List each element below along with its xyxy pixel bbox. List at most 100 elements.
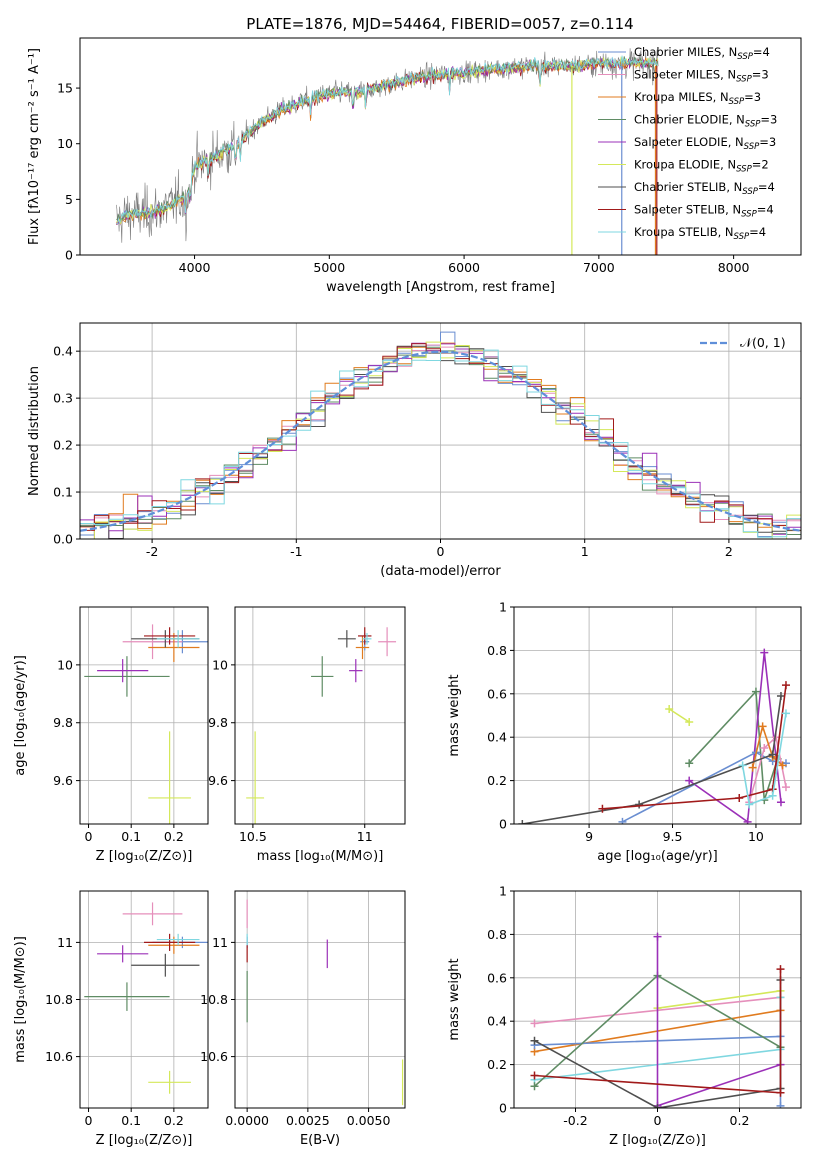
y-tick-label: 10.8 [200,992,228,1007]
marks-mass-vs-z [84,902,208,1094]
data-point [144,933,196,951]
data-point [148,731,191,824]
legend-count: =3 [759,135,776,149]
x-tick-label: 0.2 [164,829,184,844]
data-point [131,953,200,977]
x-axis-label: age [log₁₀(age/yr)] [597,849,718,864]
legend-entry: Salpeter ELODIE, NSSP=3 [634,135,776,152]
x-tick-label: 0.1 [121,1113,141,1128]
marks-mass-vs-ebv [246,899,404,1106]
y-tick-label: 0.3 [53,391,73,406]
y-tick-label: 0.8 [487,927,507,942]
legend-label: Chabrier MILES, N [634,45,737,59]
plus-marker [781,681,790,690]
y-tick-label: 10 [57,657,73,672]
marks-spectrum [116,48,659,255]
legend-entry: Chabrier MILES, NSSP=4 [634,45,770,62]
legend-count: =3 [760,113,777,127]
legend-label: Salpeter ELODIE, N [634,135,744,149]
y-tick-label: 0.4 [53,344,73,359]
plus-marker [653,932,662,941]
legend-entry: Kroupa MILES, NSSP=3 [634,90,761,107]
x-tick-label: 0 [85,1113,93,1128]
legend-subscript: SSP [742,187,758,197]
y-tick-label: 0.0 [53,532,73,547]
plus-marker [530,1019,539,1028]
panel-age-vs-mass: 10.5 11 9.6 9.8 10 mass [log₁₀(M/M⊙)] [208,606,406,864]
model-spectrum-kroupa-stelib [116,55,658,225]
data-point [84,982,170,1011]
plus-marker [748,763,757,772]
legend-count: =3 [744,90,761,104]
data-point [362,633,372,645]
legend-subscript: SSP [736,75,752,85]
x-tick-label: 0.0050 [347,1113,391,1128]
x-tick-label: 4000 [179,260,211,275]
x-tick-label: 10.5 [239,829,267,844]
y-axis-label: mass weight [447,674,462,756]
plus-marker [735,793,744,802]
x-tick-label: 0.0025 [286,1113,330,1128]
axes-frame [79,606,209,825]
legend-entry: Salpeter STELIB, NSSP=4 [634,203,774,220]
y-tick-label: 0.1 [53,485,73,500]
y-tick-label: 15 [57,81,73,96]
data-point [122,902,183,926]
legend-count: =4 [758,180,775,194]
panel-age-vs-z: 0 0.1 0.2 9.6 9.8 10 Z [log₁₀(Z/Z⊙)] age [log₁₀… [13,606,209,864]
x-tick-label: 7000 [583,260,615,275]
x-tick-label: 9 [585,829,593,844]
y-tick-label: 9.6 [208,773,228,788]
data-point [84,656,170,697]
x-tick-label: 0.0000 [225,1113,269,1128]
plus-marker [781,709,790,718]
data-point [97,659,149,683]
data-point [337,630,356,648]
data-point [349,659,363,683]
data-point [148,633,200,662]
weight-line-salpeter-elodie [688,652,782,824]
plus-marker [781,783,790,792]
plus-marker [768,750,777,759]
data-point [246,731,265,824]
weight-line-kroupa-elodie [668,708,690,723]
x-axis-label: E(B-V) [300,1133,340,1148]
panel-weight-vs-age: 9 9.5 10 0 0.2 0.4 0.6 0.8 1 age [log₁₀(age/yr)] m… [447,600,802,864]
x-axis-label: (data-model)/error [380,564,501,579]
plus-marker [778,761,787,770]
y-axis-label: Flux [fλ10⁻¹⁷ erg cm⁻² s⁻¹ A⁻¹] [27,48,42,245]
legend-entry: Kroupa STELIB, NSSP=4 [634,225,766,242]
x-tick-label: 0 [654,1113,662,1128]
y-axis-label: mass weight [447,958,462,1040]
y-tick-label: 0.2 [487,773,507,788]
legend-entry: Salpeter MILES, NSSP=3 [634,68,769,85]
weight-line-chabrier-stelib [522,695,782,824]
y-tick-label: 9.6 [53,773,73,788]
legend-subscript: SSP [745,120,761,130]
weight-line-kroupa-stelib [741,713,787,806]
y-tick-label: 10.8 [45,992,73,1007]
data-point [148,1070,191,1094]
y-tick-label: 0 [499,1101,507,1116]
weight-line-kroupa-elodie [657,990,781,1009]
legend-label: Chabrier ELODIE, N [634,113,745,127]
plus-marker [685,718,694,727]
plus-marker [685,776,694,785]
y-tick-label: 0 [499,817,507,832]
plus-marker [776,1101,785,1108]
legend-entry: Chabrier ELODIE, NSSP=3 [634,113,777,130]
legend-count: =2 [752,158,769,172]
y-axis-label: Normed distribution [27,366,42,496]
legend-label: Kroupa ELODIE, N [634,158,736,172]
x-tick-label: 9.5 [663,829,683,844]
x-tick-label: 0.2 [164,1113,184,1128]
panel-weight-vs-z: -0.2 0 0.2 0 0.2 0.4 0.6 0.8 1 Z [log₁₀(Z/Z⊙)] mas… [447,884,802,1148]
x-tick-label: -1 [290,544,302,559]
data-point [358,627,372,645]
legend-subscript: SSP [729,97,745,107]
x-tick-label: 2 [725,544,733,559]
y-tick-label: 11 [57,935,73,950]
data-point [156,630,200,648]
